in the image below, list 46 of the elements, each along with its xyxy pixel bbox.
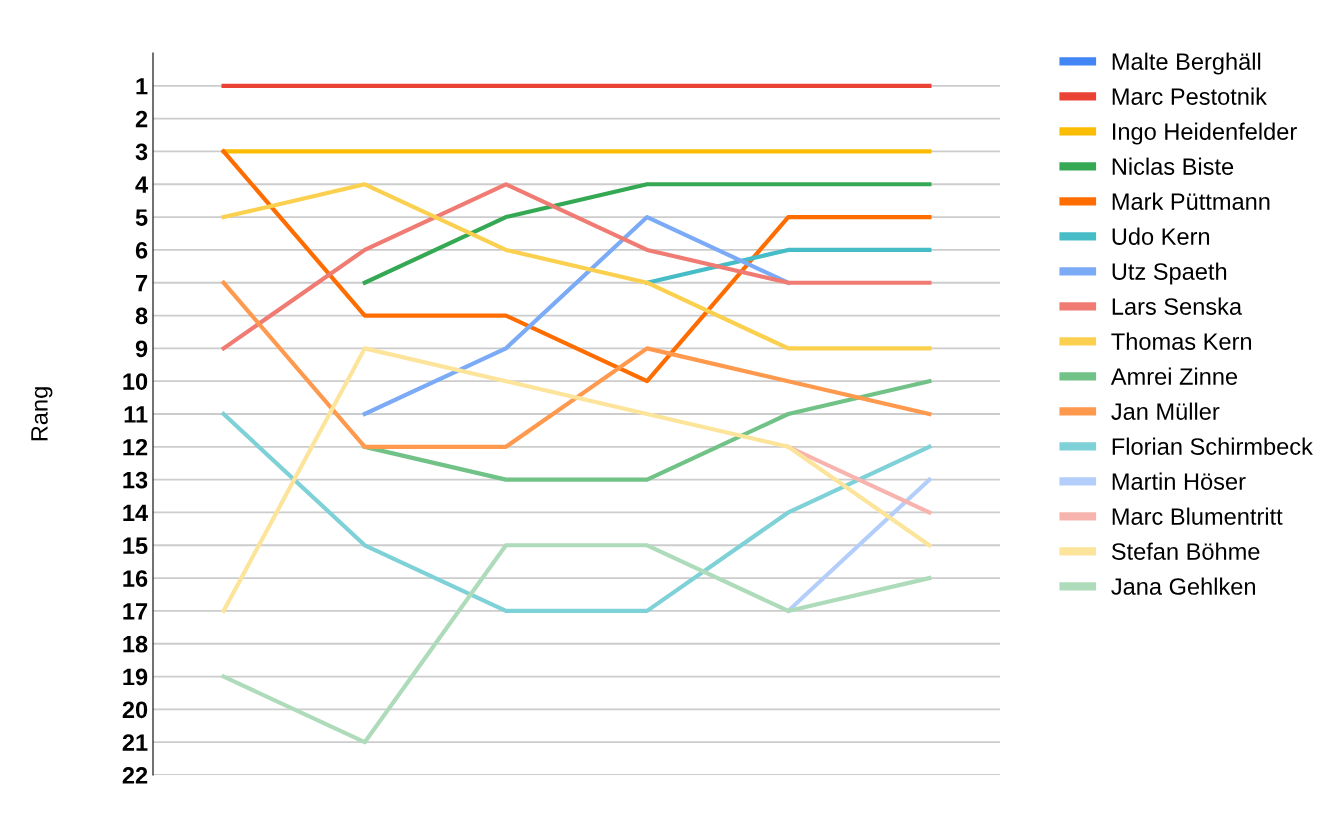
- y-axis-title: Rang: [31, 387, 53, 441]
- y-tick-label: 2: [135, 110, 148, 128]
- y-tick-label: 21: [122, 734, 148, 751]
- y-tick-label: 4: [135, 176, 149, 193]
- y-tick-label: 12: [123, 438, 148, 456]
- legend-label: Jan Müller: [1111, 402, 1220, 420]
- legend-label: Niclas Biste: [1112, 157, 1234, 175]
- legend-label: Thomas Kern: [1111, 332, 1252, 350]
- y-tick-label: 7: [136, 275, 148, 292]
- y-tick-label: 14: [123, 504, 149, 522]
- legend-label: Amrei Zinne: [1110, 367, 1238, 385]
- legend-label: Mark Püttmann: [1112, 192, 1270, 210]
- y-tick-label: 17: [123, 603, 148, 620]
- legend-label: Udo Kern: [1112, 227, 1210, 245]
- legend-label: Utz Spaeth: [1112, 262, 1227, 285]
- line-series: [221, 149, 932, 384]
- line-series: [221, 411, 932, 613]
- y-tick-label: 1: [136, 78, 148, 95]
- legend-label: Jana Gehlken: [1111, 577, 1255, 595]
- line-series: [221, 346, 932, 613]
- legend-label: Marc Pestotnik: [1112, 87, 1267, 105]
- y-tick-label: 9: [135, 340, 148, 358]
- line-series: [221, 182, 932, 351]
- y-tick-label: 16: [123, 570, 148, 587]
- line-series: [362, 379, 932, 482]
- legend-label: Ingo Heidenfelder: [1113, 122, 1297, 145]
- y-tick-label: 15: [123, 537, 148, 555]
- y-tick-label: 5: [135, 209, 148, 226]
- y-tick-label: 8: [135, 307, 148, 325]
- y-tick-label: 11: [124, 406, 148, 423]
- line-series: [221, 543, 932, 745]
- legend-label: Marc Blumentritt: [1112, 507, 1283, 525]
- y-tick-label: 10: [123, 373, 148, 390]
- line-series: [221, 280, 932, 449]
- y-tick-label: 22: [122, 767, 148, 784]
- legend-label: Lars Senska: [1112, 297, 1243, 315]
- y-tick-label: 19: [123, 668, 148, 686]
- legend-label: Stefan Böhme: [1111, 542, 1260, 560]
- y-tick-label: 3: [135, 143, 148, 161]
- y-tick-label: 18: [123, 635, 148, 653]
- y-tick-label: 13: [123, 471, 148, 489]
- legend-label: Malte Berghäll: [1112, 52, 1261, 75]
- legend-label: Martin Höser: [1112, 472, 1246, 490]
- y-tick-label: 6: [135, 241, 148, 259]
- legend-label: Florian Schirmbeck: [1112, 437, 1313, 455]
- y-tick-label: 20: [122, 701, 148, 719]
